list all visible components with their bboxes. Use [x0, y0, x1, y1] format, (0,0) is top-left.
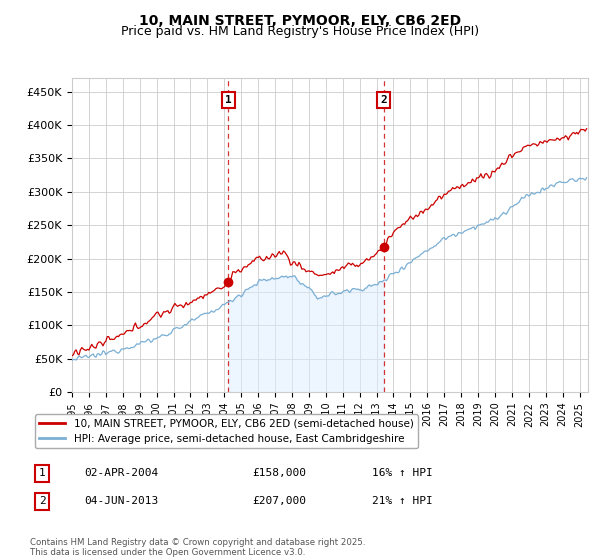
Text: 21% ↑ HPI: 21% ↑ HPI	[372, 496, 433, 506]
Text: 10, MAIN STREET, PYMOOR, ELY, CB6 2ED: 10, MAIN STREET, PYMOOR, ELY, CB6 2ED	[139, 14, 461, 28]
Text: Contains HM Land Registry data © Crown copyright and database right 2025.
This d: Contains HM Land Registry data © Crown c…	[30, 538, 365, 557]
Text: 04-JUN-2013: 04-JUN-2013	[84, 496, 158, 506]
Text: 2: 2	[38, 496, 46, 506]
Text: £207,000: £207,000	[252, 496, 306, 506]
Text: 16% ↑ HPI: 16% ↑ HPI	[372, 468, 433, 478]
Text: £158,000: £158,000	[252, 468, 306, 478]
Text: 1: 1	[225, 95, 232, 105]
Text: 02-APR-2004: 02-APR-2004	[84, 468, 158, 478]
Text: 1: 1	[38, 468, 46, 478]
Text: 2: 2	[380, 95, 387, 105]
Legend: 10, MAIN STREET, PYMOOR, ELY, CB6 2ED (semi-detached house), HPI: Average price,: 10, MAIN STREET, PYMOOR, ELY, CB6 2ED (s…	[35, 414, 418, 448]
Text: Price paid vs. HM Land Registry's House Price Index (HPI): Price paid vs. HM Land Registry's House …	[121, 25, 479, 38]
